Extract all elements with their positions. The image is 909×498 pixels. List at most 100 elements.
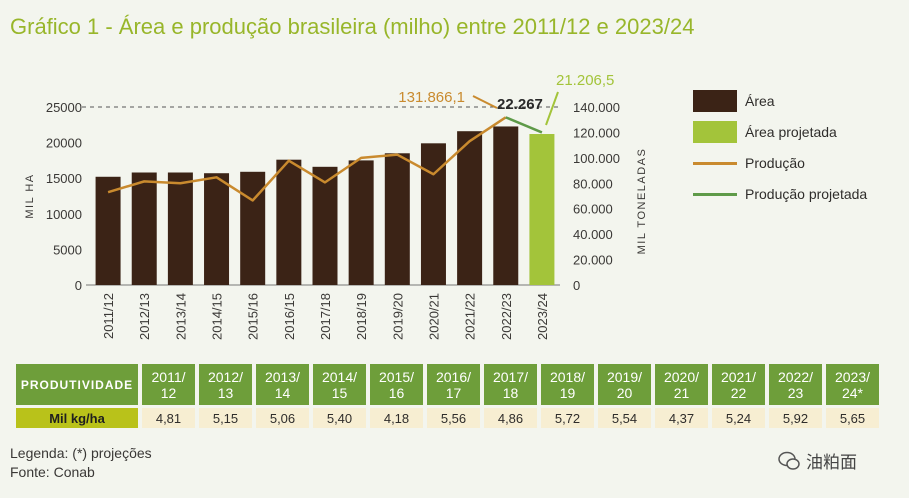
year-line-1: 2016/	[435, 368, 472, 385]
productivity-value: 5,15	[199, 408, 252, 428]
y-left-tick-label: 0	[75, 278, 82, 293]
y-right-tick-label: 40.000	[573, 227, 613, 242]
x-tick-label: 2013/14	[173, 293, 188, 340]
y-right-axis-label: MIL TONELADAS	[636, 148, 648, 255]
year-line-2: 20	[616, 384, 633, 401]
y-right-tick-label: 80.000	[573, 176, 613, 191]
productivity-year-header: 2021/22	[712, 364, 765, 405]
year-line-1: 2013/	[264, 368, 301, 385]
bar-area-0	[95, 176, 121, 285]
productivity-value: 5,72	[541, 408, 594, 428]
productivity-value: 5,92	[769, 408, 822, 428]
x-tick-label: 2011/12	[101, 293, 116, 339]
productivity-year-header: 2015/16	[370, 364, 423, 405]
legend-label: Produção	[745, 155, 805, 171]
legend-label: Produção projetada	[745, 186, 868, 202]
productivity-header-row: Produtividade 2011/12 2012/13 2013/14 2014/…	[16, 364, 879, 405]
y-right-tick-label: 0	[573, 278, 580, 293]
y-left-tick-label: 15000	[46, 171, 82, 186]
productivity-value: 4,86	[484, 408, 537, 428]
legend-label: Área	[745, 93, 775, 109]
bar-area-1	[131, 172, 157, 285]
legend-label: Área projetada	[745, 124, 837, 140]
legend-swatch	[693, 121, 737, 143]
year-line-1: 2021/	[720, 368, 757, 385]
x-tick-label: 2022/23	[499, 293, 514, 340]
y-right-tick-label: 20.000	[573, 253, 613, 268]
productivity-table: Produtividade 2011/12 2012/13 2013/14 2014/…	[12, 361, 883, 431]
bar-area-11	[493, 126, 519, 286]
bar-area-2	[167, 172, 193, 285]
chart-footer: Legenda: (*) projeções Fonte: Conab	[10, 444, 152, 482]
legend-swatch	[693, 192, 737, 196]
legend-item: Área projetada	[693, 121, 837, 143]
annotation-producao-leader	[472, 95, 498, 109]
annotation-area-projetada-leader	[545, 91, 559, 126]
bar-area-7	[348, 160, 374, 285]
legend-item: Área	[693, 90, 775, 112]
productivity-value: 4,81	[142, 408, 195, 428]
annotation-producao-value: 131.866,1	[398, 89, 465, 106]
y-left-tick-label: 25000	[46, 100, 82, 115]
productivity-year-header: 2020/21	[655, 364, 708, 405]
year-line-1: 2017/	[492, 368, 529, 385]
wechat-icon	[778, 451, 800, 470]
year-line-2: 24*	[841, 384, 864, 401]
productivity-row-label: Mil kg/ha	[16, 408, 138, 428]
x-tick-label: 2015/16	[246, 293, 261, 340]
legend-item: Produção projetada	[693, 183, 867, 205]
year-line-1: 2011/	[151, 368, 186, 385]
y-left-axis-label: MIL HA	[24, 173, 36, 218]
productivity-year-header: 2022/23	[769, 364, 822, 405]
productivity-value: 5,06	[256, 408, 309, 428]
x-tick-label: 2018/19	[354, 293, 369, 340]
y-left-tick-label: 20000	[46, 136, 82, 151]
annotation-area-projetada-value: 21.206,5	[556, 72, 614, 89]
year-line-1: 2020/	[663, 368, 700, 385]
productivity-value: 4,18	[370, 408, 423, 428]
x-tick-label: 2014/15	[210, 293, 225, 340]
productivity-value: 5,40	[313, 408, 366, 428]
year-line-2: 18	[502, 384, 519, 401]
y-right-tick-label: 100.000	[573, 151, 620, 166]
year-line-2: 21	[673, 384, 690, 401]
footer-source: Fonte: Conab	[10, 464, 95, 480]
productivity-year-header: 2019/20	[598, 364, 651, 405]
watermark-text: 油粕面	[806, 453, 857, 473]
productivity-value: 5,65	[826, 408, 879, 428]
x-tick-label: 2021/22	[463, 293, 478, 340]
bar-area-projetada-12	[529, 134, 555, 285]
productivity-year-header: 2013/14	[256, 364, 309, 405]
year-line-1: 2022/	[777, 368, 814, 385]
line-producao	[107, 116, 507, 202]
year-line-1: 2012/	[207, 368, 244, 385]
watermark: 油粕面	[778, 448, 857, 473]
year-line-2: 22	[730, 384, 747, 401]
year-line-1: 2019/	[606, 368, 643, 385]
bar-area-5	[276, 159, 302, 285]
line-producao-projetada	[505, 116, 543, 134]
x-tick-label: 2017/18	[318, 293, 333, 340]
y-left-tick-label: 5000	[53, 242, 82, 257]
bar-area-8	[384, 153, 410, 285]
year-line-1: 2015/	[378, 368, 415, 385]
year-line-2: 16	[388, 384, 405, 401]
productivity-year-header: 2023/24*	[826, 364, 879, 405]
bar-area-6	[312, 166, 338, 285]
productivity-year-header: 2012/13	[199, 364, 252, 405]
legend-swatch	[693, 161, 737, 165]
bar-area-4	[240, 171, 266, 285]
legend-item: Produção	[693, 152, 805, 174]
productivity-values-row: Mil kg/ha 4,81 5,15 5,06 5,40 4,18 5,56 4,86 5,…	[16, 408, 879, 428]
year-line-2: 15	[331, 384, 348, 401]
x-tick-label: 2019/20	[390, 293, 405, 340]
year-line-2: 14	[274, 384, 291, 401]
productivity-year-header: 2017/18	[484, 364, 537, 405]
combo-chart: 0 5000 10000 15000 20000 25000 MIL HA 0 20.000 4…	[24, 72, 648, 340]
year-line-2: 23	[787, 384, 804, 401]
year-line-1: 2023/	[834, 368, 871, 385]
productivity-value: 5,54	[598, 408, 651, 428]
y-right-tick-label: 60.000	[573, 202, 613, 217]
year-line-2: 17	[445, 384, 462, 401]
productivity-value: 4,37	[655, 408, 708, 428]
